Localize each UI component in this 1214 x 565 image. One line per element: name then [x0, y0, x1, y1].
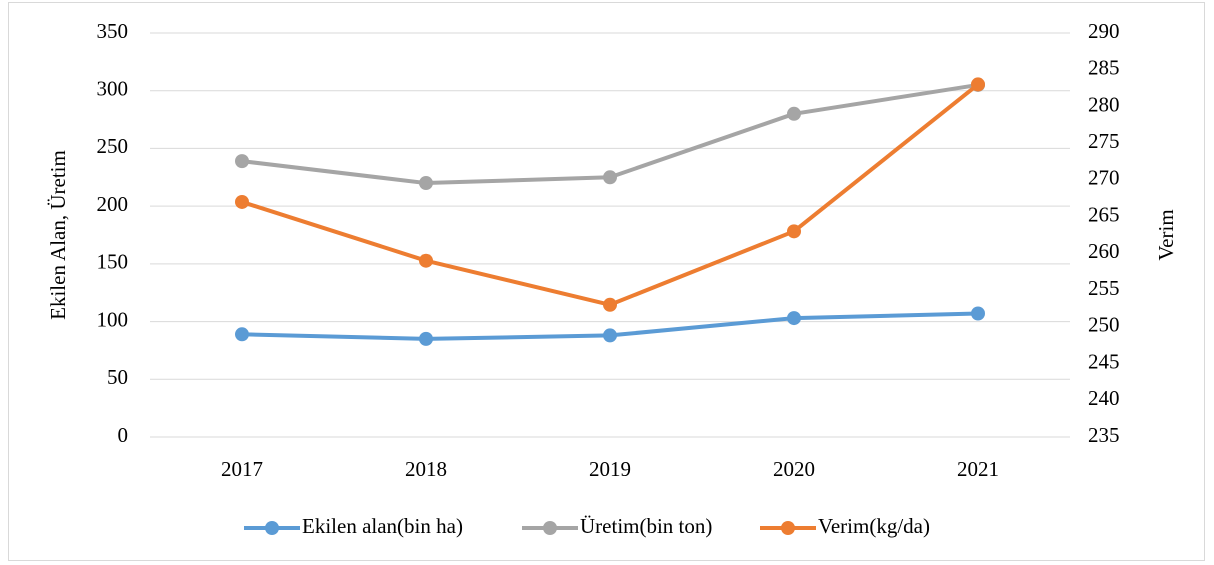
x-tick-label: 2020 — [773, 457, 815, 481]
point — [419, 176, 433, 191]
x-tick-label: 2017 — [221, 457, 263, 481]
point — [603, 297, 617, 312]
y-tick-label: 100 — [97, 307, 129, 331]
y2-tick-label: 255 — [1088, 276, 1120, 300]
x-tick-label: 2019 — [589, 457, 631, 481]
point — [603, 170, 617, 185]
legend-marker — [265, 521, 279, 535]
chart-border — [8, 2, 1205, 561]
point — [419, 331, 433, 346]
legend-label: Ekilen alan(bin ha) — [302, 514, 463, 538]
y-tick-label: 350 — [97, 19, 129, 43]
point — [235, 154, 249, 169]
point — [787, 224, 801, 239]
y2-tick-label: 280 — [1088, 92, 1120, 116]
y2-tick-label: 245 — [1088, 349, 1120, 373]
y2-tick-label: 290 — [1088, 19, 1120, 43]
y-tick-label: 50 — [107, 365, 128, 389]
legend-label: Verim(kg/da) — [818, 514, 930, 538]
x-tick-label: 2021 — [957, 457, 999, 481]
legend-marker — [543, 521, 557, 535]
point — [235, 194, 249, 209]
y2-tick-label: 240 — [1088, 386, 1120, 410]
y-tick-label: 0 — [118, 423, 129, 447]
y2-tick-label: 260 — [1088, 239, 1120, 263]
y-tick-label: 300 — [97, 77, 129, 101]
y-tick-label: 250 — [97, 134, 129, 158]
y2-axis-label: Verim — [1154, 209, 1178, 260]
point — [419, 253, 433, 268]
x-tick-label: 2018 — [405, 457, 447, 481]
point — [787, 311, 801, 326]
point — [603, 328, 617, 343]
legend-label: Üretim(bin ton) — [580, 514, 712, 538]
y-axis-label: Ekilen Alan, Üretim — [46, 150, 70, 320]
y2-tick-label: 265 — [1088, 202, 1120, 226]
y2-tick-label: 235 — [1088, 423, 1120, 447]
y2-tick-label: 285 — [1088, 56, 1120, 80]
point — [971, 306, 985, 321]
y2-tick-label: 270 — [1088, 166, 1120, 190]
y-tick-label: 150 — [97, 250, 129, 274]
point — [235, 327, 249, 342]
legend-marker — [781, 521, 795, 535]
y-tick-label: 200 — [97, 192, 129, 216]
y2-tick-label: 275 — [1088, 129, 1120, 153]
point — [971, 77, 985, 92]
point — [787, 106, 801, 121]
y2-tick-label: 250 — [1088, 313, 1120, 337]
